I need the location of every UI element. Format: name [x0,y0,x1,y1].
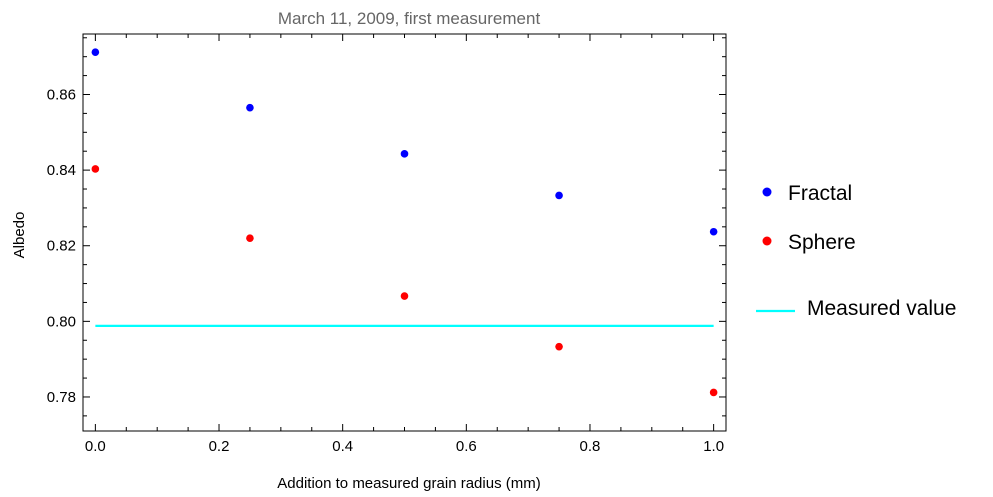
legend-item-sphere: Sphere [762,231,856,254]
x-tick-label: 0.4 [332,438,353,455]
x-tick-label: 0.8 [580,438,601,455]
legend-marker [762,236,772,246]
legend-label: Measured value [807,297,956,320]
legend-label: Sphere [788,231,856,254]
legend: Fractal Sphere Measured value [756,182,956,320]
x-axis-title: Addition to measured grain radius (mm) [277,475,540,492]
x-tick-label: 0.0 [85,438,106,455]
y-axis-title: Albedo [11,212,28,259]
legend-item-fractal: Fractal [762,182,852,205]
points-layer [91,48,718,397]
point-sphere [246,234,254,242]
x-tick-label: 1.0 [703,438,724,455]
point-fractal [91,48,100,56]
legend-label: Fractal [788,182,852,205]
x-tick-label: 0.2 [209,438,230,455]
plot-frame [82,33,727,432]
point-sphere [400,292,409,300]
y-tick-label: 0.86 [47,86,76,103]
point-fractal [555,191,563,200]
y-axis: 0.78 0.80 0.82 0.84 0.86 [47,37,726,417]
x-tick-label: 0.6 [456,438,477,455]
x-axis: 0.0 0.2 0.4 0.6 0.8 1.0 [85,34,724,455]
point-sphere [91,165,100,173]
point-fractal [709,227,718,236]
legend-marker [762,187,772,197]
y-tick-label: 0.78 [47,389,76,406]
point-fractal [246,103,254,112]
legend-item-measured-value: Measured value [756,297,956,320]
y-tick-label: 0.80 [47,313,76,330]
y-tick-label: 0.84 [47,162,76,179]
point-fractal [400,150,409,158]
point-sphere [709,388,718,397]
y-tick-label: 0.82 [47,238,76,255]
chart-title: March 11, 2009, first measurement [278,9,541,28]
point-sphere [555,342,563,351]
